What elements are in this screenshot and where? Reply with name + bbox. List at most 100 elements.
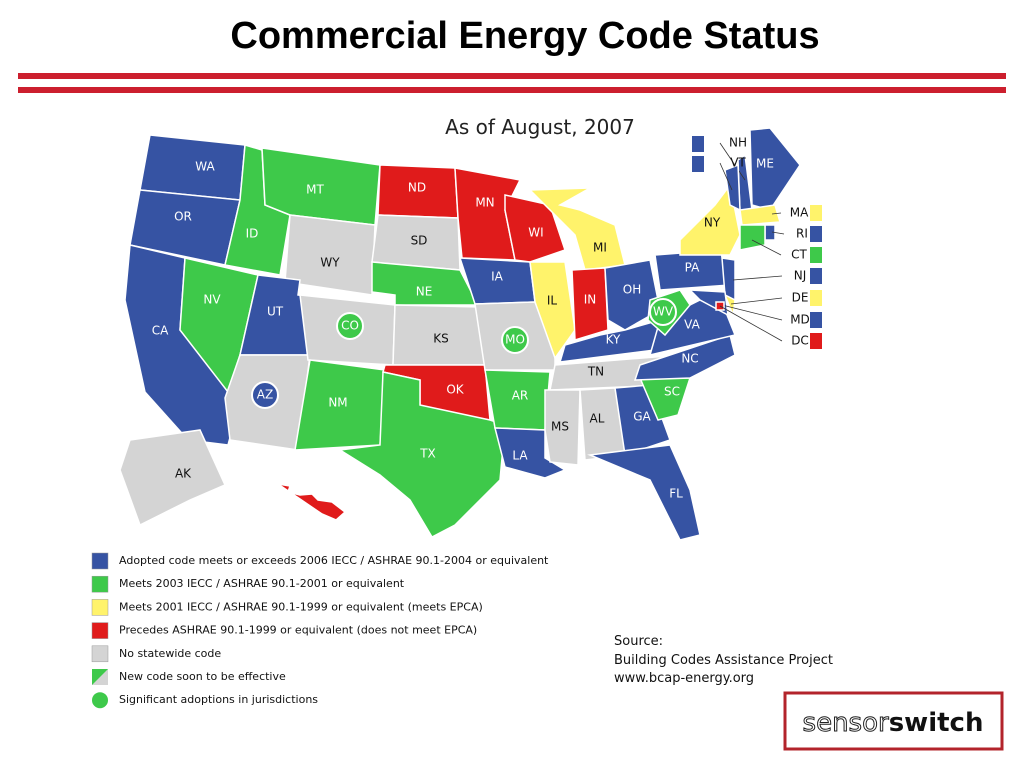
logo-text: sensorswitch xyxy=(803,708,984,738)
state-label: NY xyxy=(704,216,721,230)
state-label: KS xyxy=(433,332,449,346)
leader-line xyxy=(751,239,782,256)
legend-label: Meets 2001 IECC / ASHRAE 90.1-1999 or eq… xyxy=(119,600,483,613)
state-label: CA xyxy=(152,324,169,338)
state xyxy=(587,444,701,541)
source: Source: Building Codes Assistance Projec… xyxy=(614,634,833,686)
callout-swatch xyxy=(810,268,822,284)
source-line: Building Codes Assistance Project xyxy=(614,653,833,668)
state-label: MA xyxy=(790,206,809,220)
state-label: NV xyxy=(203,293,221,307)
leader-line xyxy=(771,212,782,215)
state-label: WV xyxy=(653,305,674,319)
state-label: AK xyxy=(175,467,192,481)
legend-label: New code soon to be effective xyxy=(119,670,286,683)
callout-swatch xyxy=(692,156,704,172)
state-label: PA xyxy=(685,261,700,275)
state xyxy=(337,371,506,538)
state-label: RI xyxy=(796,227,808,241)
legend-marker xyxy=(91,552,109,570)
leader-line xyxy=(730,297,783,305)
leader-line xyxy=(719,305,783,342)
state xyxy=(529,261,576,360)
state-label: IL xyxy=(547,294,558,308)
leader-line xyxy=(732,275,783,281)
map-subtitle: As of August, 2007 xyxy=(445,115,635,139)
state-label: DC xyxy=(791,334,809,348)
state-label: DE xyxy=(792,291,809,305)
state-label: AL xyxy=(590,412,605,426)
legend-marker xyxy=(92,692,108,709)
state-label: IA xyxy=(491,270,504,284)
state-label: AR xyxy=(512,389,529,403)
state-label: LA xyxy=(512,449,528,463)
legend-label: Precedes ASHRAE 90.1-1999 or equivalent … xyxy=(119,624,477,637)
legend-marker xyxy=(91,599,109,616)
state-label: NC xyxy=(681,352,698,366)
callout-swatch xyxy=(810,226,822,242)
state-label: MS xyxy=(551,420,569,434)
state-label: MO xyxy=(505,333,525,347)
state-label: GA xyxy=(633,410,651,424)
state-label: TN xyxy=(587,365,604,379)
leader-line xyxy=(719,142,746,181)
state-label: NH xyxy=(729,136,747,150)
state-label: MT xyxy=(306,183,324,197)
logo-bold: switch xyxy=(889,708,984,738)
state xyxy=(139,134,246,201)
divider xyxy=(18,87,1006,93)
callout-swatch xyxy=(810,247,822,263)
source-line: www.bcap-energy.org xyxy=(614,671,754,686)
state xyxy=(528,187,626,271)
legend-label: Significant adoptions in jurisdictions xyxy=(119,693,318,706)
state-label: MI xyxy=(593,241,607,255)
callout-swatch xyxy=(810,312,822,328)
state-label: OH xyxy=(623,283,641,297)
state xyxy=(604,259,661,331)
state-label: SC xyxy=(664,385,680,399)
source-line: Source: xyxy=(614,634,663,649)
legend-label: No statewide code xyxy=(119,647,221,660)
legend-marker xyxy=(91,645,109,663)
state-label: CT xyxy=(791,248,807,262)
map: WA OR CA NV ID MT WY UT AZ CO NM ND SD NE KS OK TX MN IA MO… xyxy=(119,127,822,541)
state-label: NM xyxy=(328,396,347,410)
state xyxy=(739,204,781,226)
jurisdiction-marker xyxy=(501,326,529,354)
jurisdiction-marker xyxy=(649,298,677,326)
leader-line xyxy=(771,231,785,235)
state-label: WY xyxy=(320,256,340,270)
state xyxy=(371,261,480,306)
state xyxy=(119,429,226,527)
state xyxy=(284,214,376,296)
logo-frame xyxy=(783,691,1004,751)
state xyxy=(571,267,609,341)
state-label: HI xyxy=(294,510,307,524)
page-title: Commercial Energy Code Status xyxy=(230,15,819,57)
logo-light: sensor xyxy=(803,708,889,738)
state-label: AZ xyxy=(257,388,273,402)
state-label: NJ xyxy=(794,269,807,283)
state-label: OK xyxy=(446,383,464,397)
legend-marker xyxy=(91,575,109,593)
callout-swatch xyxy=(810,205,822,221)
state-label: MD xyxy=(790,313,810,327)
state-label: SD xyxy=(411,234,428,248)
state xyxy=(739,224,766,251)
logo: sensorswitch xyxy=(783,691,1004,751)
legend-label: Adopted code meets or exceeds 2006 IECC … xyxy=(119,554,549,567)
state-label: TX xyxy=(419,447,436,461)
state-label: OR xyxy=(174,210,192,224)
state-label: ND xyxy=(408,181,426,195)
state xyxy=(648,299,737,357)
state-label: ID xyxy=(246,227,259,241)
state-label: CO xyxy=(341,319,359,333)
state xyxy=(723,293,736,318)
legend-label: Meets 2003 IECC / ASHRAE 90.1-2001 or eq… xyxy=(119,577,405,590)
callout-swatch xyxy=(692,136,704,152)
state-label: VT xyxy=(730,156,746,170)
leader-line xyxy=(721,304,783,321)
jurisdiction-marker xyxy=(336,312,364,340)
state-label: KY xyxy=(606,333,621,347)
